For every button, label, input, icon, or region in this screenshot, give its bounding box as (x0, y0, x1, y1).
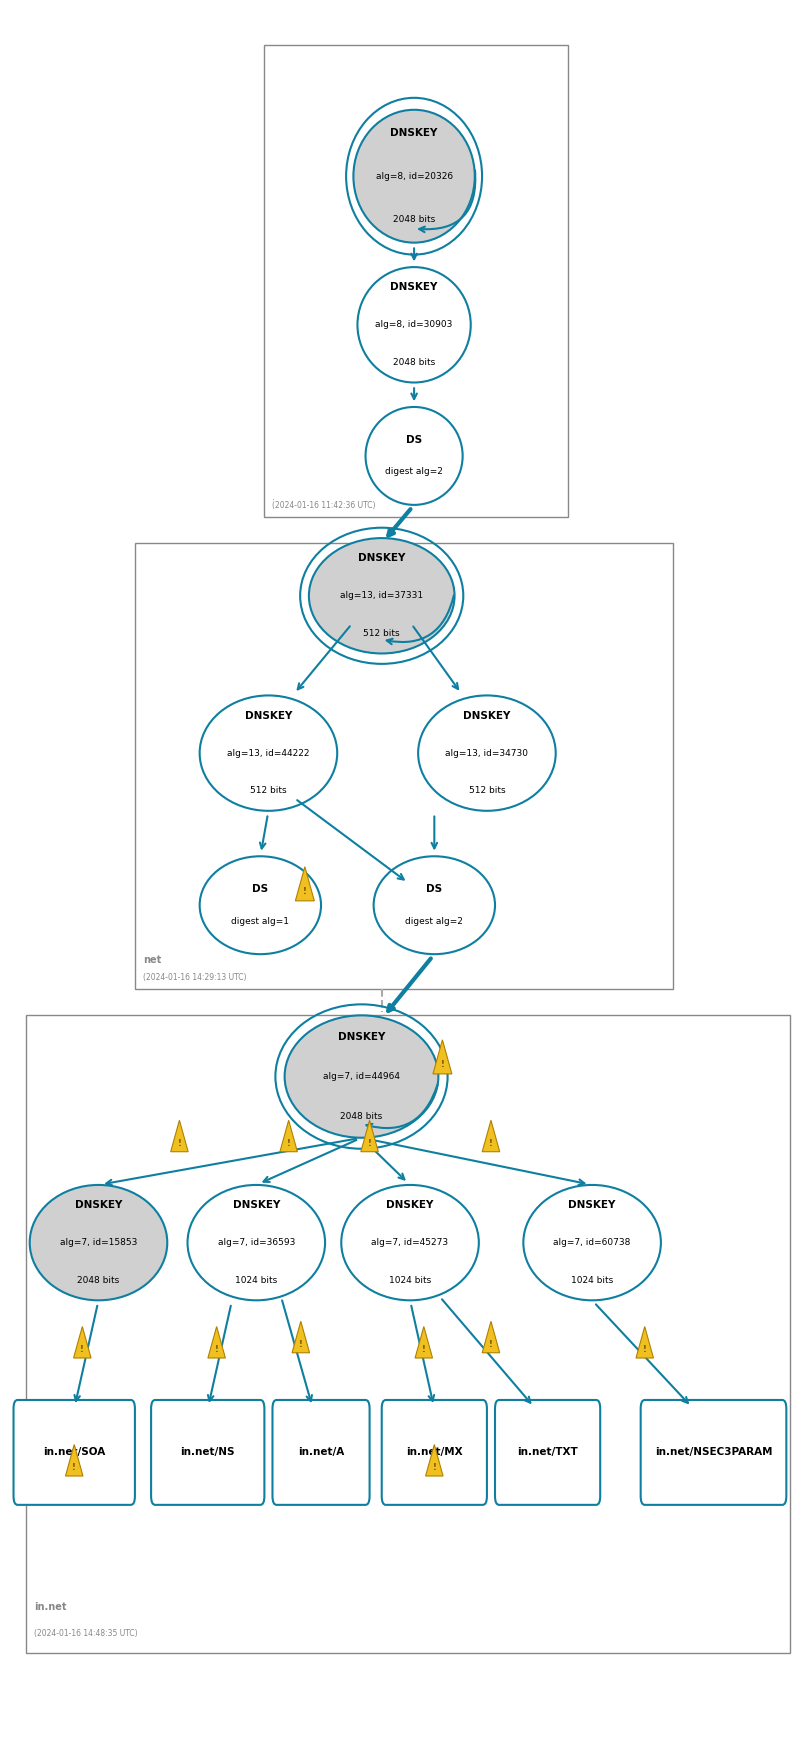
Polygon shape (482, 1322, 499, 1354)
Text: 512 bits: 512 bits (250, 786, 286, 795)
Text: DS: DS (252, 884, 268, 895)
Text: DNSKEY: DNSKEY (568, 1199, 615, 1210)
Ellipse shape (418, 695, 555, 811)
FancyBboxPatch shape (151, 1401, 264, 1504)
Text: DNSKEY: DNSKEY (244, 711, 292, 721)
Text: alg=8, id=20326: alg=8, id=20326 (375, 172, 452, 180)
Text: DNSKEY: DNSKEY (232, 1199, 280, 1210)
Text: digest alg=2: digest alg=2 (405, 916, 463, 926)
Ellipse shape (353, 110, 474, 243)
Text: digest alg=2: digest alg=2 (384, 468, 443, 476)
Text: digest alg=1: digest alg=1 (231, 916, 289, 926)
Ellipse shape (200, 695, 337, 811)
Text: in.net/TXT: in.net/TXT (517, 1448, 577, 1457)
Text: alg=8, id=30903: alg=8, id=30903 (375, 320, 453, 329)
Text: 512 bits: 512 bits (468, 786, 504, 795)
Text: 2048 bits: 2048 bits (340, 1112, 382, 1121)
Text: DS: DS (426, 884, 442, 895)
Text: !: ! (303, 888, 307, 897)
Polygon shape (292, 1322, 309, 1354)
Polygon shape (482, 1121, 499, 1152)
Text: in.net/SOA: in.net/SOA (43, 1448, 105, 1457)
Ellipse shape (373, 856, 495, 954)
Text: alg=7, id=60738: alg=7, id=60738 (553, 1238, 630, 1247)
Bar (135, 543, 672, 989)
Text: !: ! (214, 1345, 218, 1354)
Text: DNSKEY: DNSKEY (358, 553, 405, 564)
Text: alg=7, id=15853: alg=7, id=15853 (60, 1238, 137, 1247)
Text: in.net: in.net (34, 1602, 67, 1611)
Text: DNSKEY: DNSKEY (75, 1199, 122, 1210)
Text: alg=7, id=36593: alg=7, id=36593 (217, 1238, 294, 1247)
Ellipse shape (365, 406, 462, 504)
Text: DNSKEY: DNSKEY (386, 1199, 433, 1210)
Text: in.net/NS: in.net/NS (180, 1448, 234, 1457)
Ellipse shape (341, 1185, 478, 1301)
Text: alg=7, id=44964: alg=7, id=44964 (323, 1072, 400, 1080)
Polygon shape (280, 1121, 297, 1152)
Text: DNSKEY: DNSKEY (462, 711, 510, 721)
Text: in.net/A: in.net/A (298, 1448, 344, 1457)
Polygon shape (208, 1327, 225, 1359)
Text: in.net/NSEC3PARAM: in.net/NSEC3PARAM (654, 1448, 771, 1457)
Text: net: net (143, 954, 161, 965)
Ellipse shape (308, 538, 454, 653)
Text: !: ! (178, 1138, 181, 1149)
FancyBboxPatch shape (640, 1401, 785, 1504)
Text: 512 bits: 512 bits (363, 629, 400, 637)
Ellipse shape (357, 268, 470, 382)
Text: (2024-01-16 14:29:13 UTC): (2024-01-16 14:29:13 UTC) (143, 974, 247, 982)
Text: !: ! (440, 1061, 444, 1070)
Text: .: . (272, 492, 275, 501)
Text: DNSKEY: DNSKEY (337, 1031, 384, 1042)
Polygon shape (66, 1445, 83, 1476)
Polygon shape (635, 1327, 653, 1359)
Text: !: ! (488, 1138, 492, 1149)
Text: 2048 bits: 2048 bits (393, 357, 435, 366)
Polygon shape (170, 1121, 188, 1152)
Ellipse shape (187, 1185, 324, 1301)
Text: DS: DS (406, 434, 422, 445)
Text: (2024-01-16 11:42:36 UTC): (2024-01-16 11:42:36 UTC) (272, 501, 375, 510)
Polygon shape (295, 867, 314, 900)
Text: !: ! (80, 1345, 84, 1354)
Text: alg=13, id=34730: alg=13, id=34730 (445, 749, 528, 758)
Text: !: ! (431, 1464, 436, 1473)
Text: 2048 bits: 2048 bits (77, 1276, 119, 1285)
Text: !: ! (72, 1464, 76, 1473)
Ellipse shape (30, 1185, 167, 1301)
Text: !: ! (642, 1345, 646, 1354)
Text: !: ! (488, 1340, 492, 1348)
FancyBboxPatch shape (272, 1401, 369, 1504)
Text: 1024 bits: 1024 bits (570, 1276, 612, 1285)
FancyBboxPatch shape (14, 1401, 135, 1504)
Text: DNSKEY: DNSKEY (390, 128, 437, 138)
Text: 1024 bits: 1024 bits (388, 1276, 431, 1285)
Text: in.net/MX: in.net/MX (406, 1448, 462, 1457)
Bar (264, 46, 567, 517)
Text: !: ! (298, 1340, 303, 1348)
FancyBboxPatch shape (381, 1401, 487, 1504)
Text: !: ! (367, 1138, 371, 1149)
Polygon shape (425, 1445, 443, 1476)
Polygon shape (360, 1121, 378, 1152)
Text: DNSKEY: DNSKEY (390, 282, 437, 292)
Text: alg=7, id=45273: alg=7, id=45273 (371, 1238, 448, 1247)
Text: 2048 bits: 2048 bits (393, 215, 435, 224)
Text: 1024 bits: 1024 bits (235, 1276, 277, 1285)
Ellipse shape (200, 856, 320, 954)
Text: alg=13, id=37331: alg=13, id=37331 (340, 592, 423, 601)
FancyBboxPatch shape (495, 1401, 599, 1504)
Text: !: ! (422, 1345, 425, 1354)
Text: !: ! (286, 1138, 290, 1149)
Ellipse shape (523, 1185, 660, 1301)
Ellipse shape (285, 1016, 438, 1138)
Polygon shape (432, 1040, 452, 1073)
Bar (26, 1016, 789, 1653)
Polygon shape (74, 1327, 91, 1359)
Polygon shape (414, 1327, 432, 1359)
Text: alg=13, id=44222: alg=13, id=44222 (227, 749, 309, 758)
Text: (2024-01-16 14:48:35 UTC): (2024-01-16 14:48:35 UTC) (34, 1628, 137, 1637)
